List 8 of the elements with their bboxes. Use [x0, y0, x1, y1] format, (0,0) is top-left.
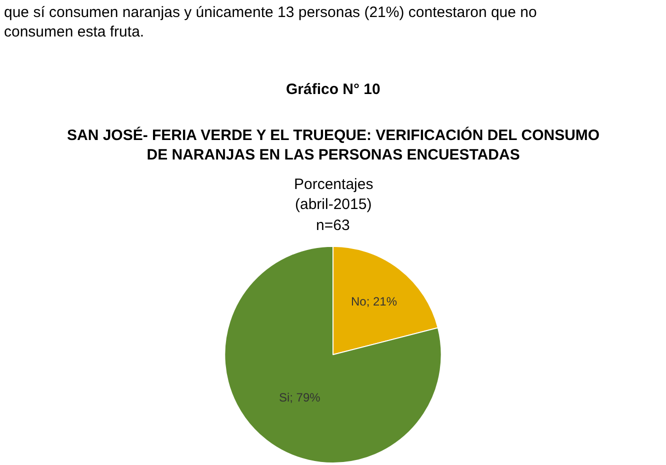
text: que sí consumen naranjas y únicamente 13 personas (21%) contestaron que no consumen esta fruta. [4, 4, 537, 40]
slice-label: Si; 79% [278, 390, 321, 404]
slice-label: No; 21% [350, 294, 398, 309]
chart-subtitle: SAN JOSÉ- FERIA VERDE Y EL TRUEQUE: VERIFICACIÓN DEL CONSUMO DE NARANJAS EN LAS PERSONAS ENCUESTADAS [67, 126, 600, 164]
chart-title: Gráfico N° 10 [286, 81, 380, 98]
text: Porcentajes [294, 176, 374, 193]
text: (abril-2015) [295, 196, 372, 213]
text: n=63 [316, 217, 350, 234]
